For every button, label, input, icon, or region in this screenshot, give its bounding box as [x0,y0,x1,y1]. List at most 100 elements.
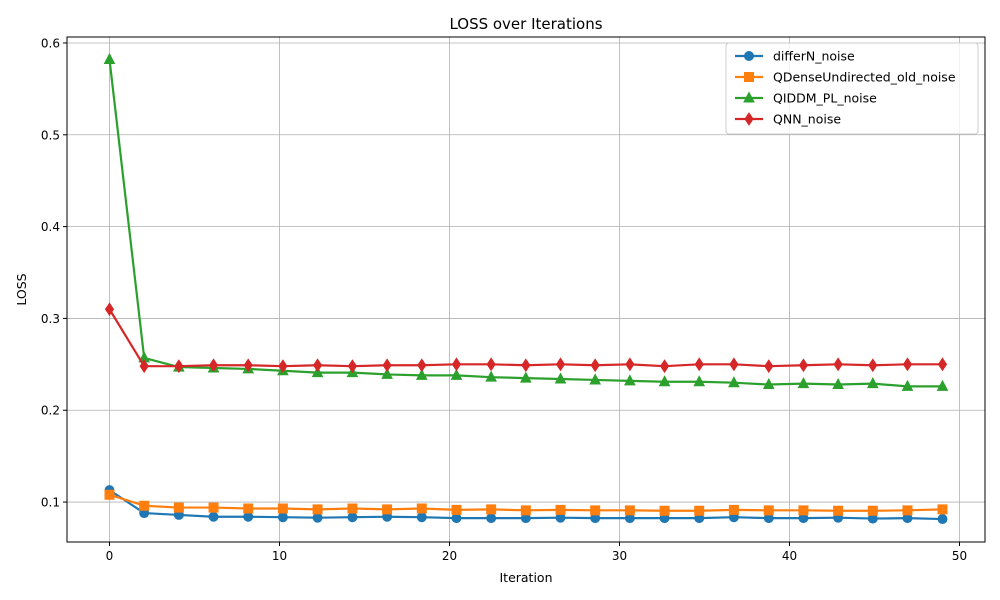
data-point [520,505,531,516]
data-point [764,359,774,374]
data-point [451,357,462,372]
y-tick-label: 0.3 [41,312,60,326]
data-point [104,302,115,317]
data-point [312,358,323,373]
x-tick-label: 30 [612,549,627,563]
data-point [936,379,949,391]
data-point [554,372,567,384]
data-point [450,368,463,380]
data-point [382,504,393,515]
data-point [485,370,497,382]
series-QDenseUndirected_old_noise [104,489,948,516]
legend-box [725,42,979,135]
data-point [658,375,671,387]
data-point [867,505,878,516]
y-tick-label: 0.6 [41,36,60,50]
data-point [797,377,810,389]
data-point [243,503,254,514]
legend: differN_noise QDenseUndirected_old_noise Q… [725,42,979,135]
data-point [521,358,531,373]
legend-label: QIDDM_PL_noise [773,91,877,106]
data-point [624,374,636,386]
data-point [451,513,462,524]
plot-frame [66,36,986,543]
axis-ticks: 0 10 20 30 40 50 0.1 0.2 0.3 0.4 0.5 0.6 [41,36,967,563]
data-point [520,371,532,383]
data-point [416,512,427,523]
data-point [139,359,149,374]
x-tick-label: 40 [782,549,797,563]
data-point [486,357,496,372]
data-point [208,511,219,522]
y-tick-label: 0.1 [41,496,60,510]
data-point [763,505,774,516]
data-point [139,500,150,511]
data-point [173,502,184,513]
data-point [590,358,600,373]
data-point [208,502,219,513]
legend-swatch-marker [744,51,754,61]
data-point [762,377,775,390]
data-point [901,379,914,391]
x-tick-label: 50 [952,549,967,563]
data-point [103,52,116,64]
data-point [277,503,288,514]
data-point [729,357,739,372]
data-point [243,511,254,522]
legend-label: QDenseUndirected_old_noise [773,70,956,85]
series-QNN_noise [104,302,948,374]
x-axis-label: Iteration [499,570,552,585]
data-point [243,358,253,373]
data-point [833,357,843,372]
grid [67,37,985,542]
y-tick-label: 0.2 [41,404,60,418]
series-layer [103,52,949,525]
data-point [347,359,358,374]
data-point [798,505,809,516]
data-point [728,376,740,388]
data-point [415,368,428,380]
data-point [937,504,948,515]
data-point [347,503,358,514]
data-point [728,504,739,515]
data-point [208,358,219,373]
legend-entry: differN_noise [735,49,855,64]
y-tick-label: 0.4 [41,220,60,234]
data-point [937,514,948,525]
data-point [174,359,184,374]
data-point [659,505,670,516]
data-point [832,377,844,390]
legend-swatch-marker [743,91,755,103]
data-point [347,512,358,523]
data-point [486,504,497,515]
legend-entry: QDenseUndirected_old_noise [735,70,956,85]
data-point [555,357,566,372]
data-point [486,513,497,524]
data-point [694,505,705,516]
data-point [382,358,392,373]
data-point [625,357,635,372]
series-differN_noise [104,485,948,525]
data-point [417,358,427,373]
y-axis-label: LOSS [14,273,29,305]
legend-swatch-marker [744,112,754,126]
data-point [693,375,706,387]
data-point [798,358,809,373]
data-point [902,505,913,516]
data-point [451,504,462,515]
data-point [624,505,635,516]
legend-entry: QNN_noise [735,112,841,127]
data-point [104,489,115,500]
data-point [312,512,323,523]
data-point [902,357,913,372]
data-point [381,367,393,379]
legend-swatch-marker [744,72,754,82]
data-point [278,359,288,374]
data-point [868,358,878,373]
data-point [833,505,844,516]
chart-title: LOSS over Iterations [449,15,602,33]
x-tick-label: 0 [106,549,114,563]
data-point [312,504,323,515]
legend-entry: QIDDM_PL_noise [735,91,877,106]
